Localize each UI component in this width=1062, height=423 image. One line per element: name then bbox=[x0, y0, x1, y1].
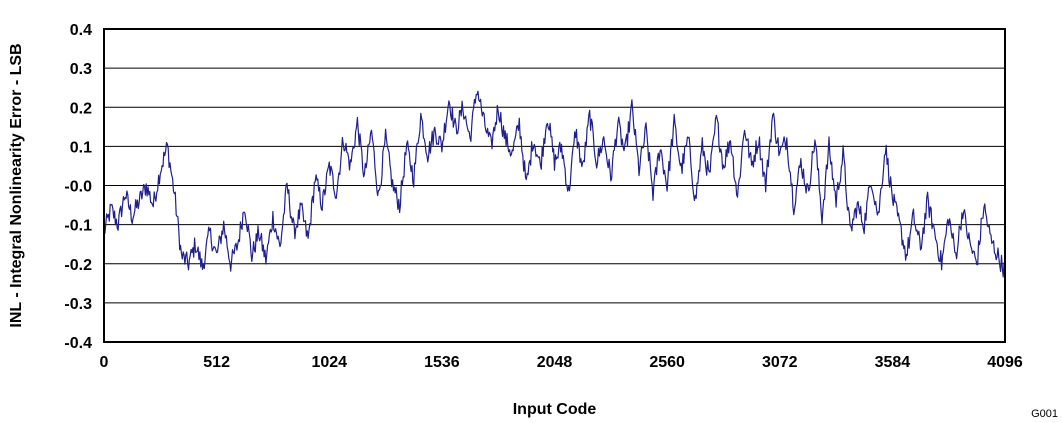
x-tick-label: 2048 bbox=[537, 354, 573, 371]
y-tick-label: 0.1 bbox=[70, 139, 92, 156]
y-tick-label: 0.4 bbox=[70, 22, 92, 39]
plot-frame bbox=[103, 28, 1006, 343]
x-tick-label: 1536 bbox=[424, 354, 460, 371]
y-tick-label: 0.3 bbox=[70, 61, 92, 78]
x-tick-labels: 0 512 1024 1536 2048 2560 3072 3584 4096 bbox=[100, 354, 1023, 371]
y-axis-title: INL - Integral Nonlinearity Error - LSB bbox=[8, 43, 25, 327]
y-tick-label: -0.1 bbox=[64, 218, 92, 235]
figure-id-label: G001 bbox=[1031, 408, 1058, 420]
series-layer bbox=[103, 90, 1006, 278]
y-tick-label: 0.2 bbox=[70, 100, 92, 117]
y-tick-label: -0.4 bbox=[64, 335, 92, 352]
x-tick-label: 4096 bbox=[987, 354, 1023, 371]
y-tick-label: -0.2 bbox=[64, 257, 92, 274]
grid-layer bbox=[104, 67, 1005, 304]
x-tick-label: 1024 bbox=[311, 354, 347, 371]
y-tick-label: -0.0 bbox=[64, 179, 92, 196]
x-tick-label: 2560 bbox=[649, 354, 685, 371]
y-tick-labels: -0.4 -0.3 -0.2 -0.1 -0.0 0.1 0.2 0.3 0.4 bbox=[64, 22, 92, 352]
inl-series-line bbox=[103, 90, 1006, 278]
x-tick-label: 3072 bbox=[762, 354, 798, 371]
x-tick-label: 3584 bbox=[875, 354, 911, 371]
y-tick-label: -0.3 bbox=[64, 296, 92, 313]
x-tick-label: 512 bbox=[203, 354, 230, 371]
x-tick-label: 0 bbox=[100, 354, 109, 371]
x-axis-title: Input Code bbox=[513, 401, 597, 418]
